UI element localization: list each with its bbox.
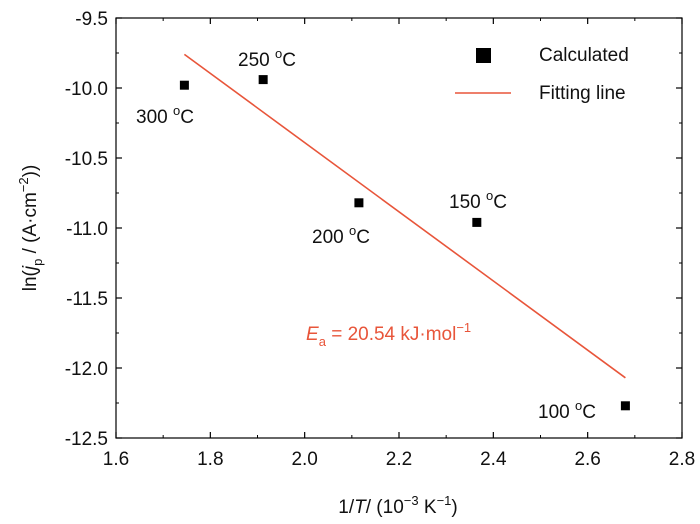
tick-labels: 1.6 1.8 2.0 2.2 2.4 2.6 2.8 -9.5 -10.0 -10.5 -11.0… xyxy=(65,9,696,470)
y-tick-label: -12.0 xyxy=(65,359,108,380)
x-tick-label: 2.0 xyxy=(291,449,317,470)
legend: Calculated Fitting line xyxy=(455,45,629,104)
temp-label-200: 200 oC xyxy=(312,223,370,248)
data-point xyxy=(620,401,630,411)
y-axis-title: ln(jp / (A·cm−2)) xyxy=(16,165,45,292)
data-points xyxy=(179,75,630,411)
x-tick-label: 2.4 xyxy=(480,449,507,470)
y-tick-label: -12.5 xyxy=(65,429,108,450)
temp-labels: 300 oC 250 oC 200 oC 150 oC 100 oC xyxy=(136,46,596,423)
activation-energy-label: Ea = 20.54 kJ·mol−1 xyxy=(306,320,471,349)
temp-label-150: 150 oC xyxy=(449,188,507,213)
y-tick-label: -10.0 xyxy=(65,79,108,100)
temp-label-300: 300 oC xyxy=(136,103,194,128)
y-tick-label: -9.5 xyxy=(75,9,108,30)
y-tick-label: -10.5 xyxy=(65,149,108,170)
x-tick-label: 2.2 xyxy=(386,449,412,470)
legend-marker-square xyxy=(476,48,491,63)
data-point xyxy=(472,217,482,227)
y-tick-label: -11.5 xyxy=(66,289,108,310)
temp-label-250: 250 oC xyxy=(238,46,296,71)
legend-label-fitting: Fitting line xyxy=(539,83,626,104)
x-tick-label: 2.6 xyxy=(574,449,600,470)
legend-label-calculated: Calculated xyxy=(539,45,629,66)
x-axis-title: 1/T/ (10−3 K−1) xyxy=(338,493,457,518)
ticks xyxy=(115,17,683,439)
fitting-line xyxy=(183,53,626,379)
y-tick-label: -11.0 xyxy=(66,219,108,240)
x-tick-label: 1.8 xyxy=(197,449,223,470)
x-tick-label: 2.8 xyxy=(669,449,695,470)
data-point xyxy=(258,75,268,85)
temp-label-100: 100 oC xyxy=(538,398,596,423)
x-tick-label: 1.6 xyxy=(103,449,129,470)
data-point xyxy=(179,80,189,90)
plot-frame xyxy=(115,17,683,439)
data-point xyxy=(354,198,364,208)
